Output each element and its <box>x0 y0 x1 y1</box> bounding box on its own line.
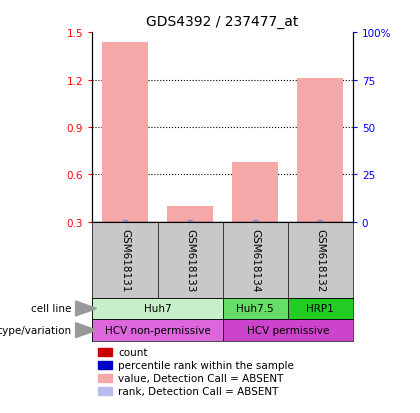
Text: GSM618132: GSM618132 <box>315 228 325 292</box>
Text: GSM618131: GSM618131 <box>120 228 130 292</box>
Bar <box>97 348 112 356</box>
Text: percentile rank within the sample: percentile rank within the sample <box>118 360 294 370</box>
Text: value, Detection Call = ABSENT: value, Detection Call = ABSENT <box>118 373 284 383</box>
Text: GSM618134: GSM618134 <box>250 228 260 292</box>
Bar <box>297 79 343 222</box>
Text: GSM618133: GSM618133 <box>185 228 195 292</box>
Text: rank, Detection Call = ABSENT: rank, Detection Call = ABSENT <box>118 386 279 396</box>
Bar <box>97 374 112 382</box>
Text: HCV permissive: HCV permissive <box>247 325 329 335</box>
Bar <box>102 43 148 222</box>
Bar <box>97 361 112 369</box>
Text: genotype/variation: genotype/variation <box>0 325 71 335</box>
Bar <box>92 320 223 341</box>
Text: count: count <box>118 347 148 357</box>
Bar <box>92 298 223 320</box>
Polygon shape <box>76 301 97 316</box>
Bar <box>232 162 278 222</box>
Bar <box>97 387 112 395</box>
Text: Huh7.5: Huh7.5 <box>236 304 274 314</box>
Text: Huh7: Huh7 <box>144 304 171 314</box>
Polygon shape <box>76 323 97 338</box>
Text: HCV non-permissive: HCV non-permissive <box>105 325 210 335</box>
Text: HRP1: HRP1 <box>306 304 334 314</box>
Title: GDS4392 / 237477_at: GDS4392 / 237477_at <box>147 15 299 29</box>
Bar <box>167 206 213 222</box>
Bar <box>223 298 288 320</box>
Text: cell line: cell line <box>31 304 71 314</box>
Bar <box>223 320 353 341</box>
Bar <box>288 298 353 320</box>
